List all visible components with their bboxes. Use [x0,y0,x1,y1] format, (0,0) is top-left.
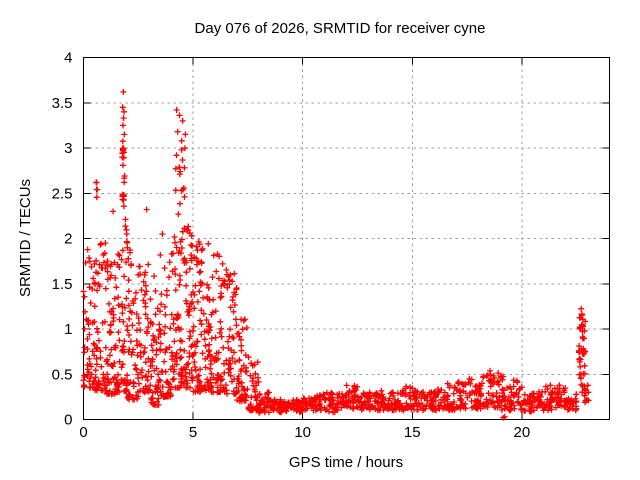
y-tick-label: 1.5 [52,276,73,293]
y-axis-label: SRMTID / TECUs [17,179,34,297]
y-tick-label: 2.5 [52,185,73,202]
x-tick-label: 15 [404,424,421,441]
y-tick-label: 4 [64,50,72,67]
y-tick-label: 1 [64,321,72,338]
axis-tick-labels: 0 5 10 15 20 0 0.5 1 1.5 2 2.5 3 3.5 4 [52,50,531,442]
x-tick-label: 0 [79,424,87,441]
y-tick-label: 0.5 [52,366,73,383]
axis-tick-marks [83,57,610,420]
x-tick-label: 5 [189,424,197,441]
grid-lines [83,57,610,420]
chart-title: Day 076 of 2026, SRMTID for receiver cyn… [195,20,486,37]
y-tick-label: 2 [64,231,72,248]
scatter-points [80,88,592,421]
y-tick-label: 3.5 [52,95,73,112]
x-axis-label: GPS time / hours [289,454,403,471]
x-tick-label: 20 [513,424,530,441]
y-tick-label: 0 [64,412,72,429]
y-tick-label: 3 [64,140,72,157]
x-tick-label: 10 [294,424,311,441]
